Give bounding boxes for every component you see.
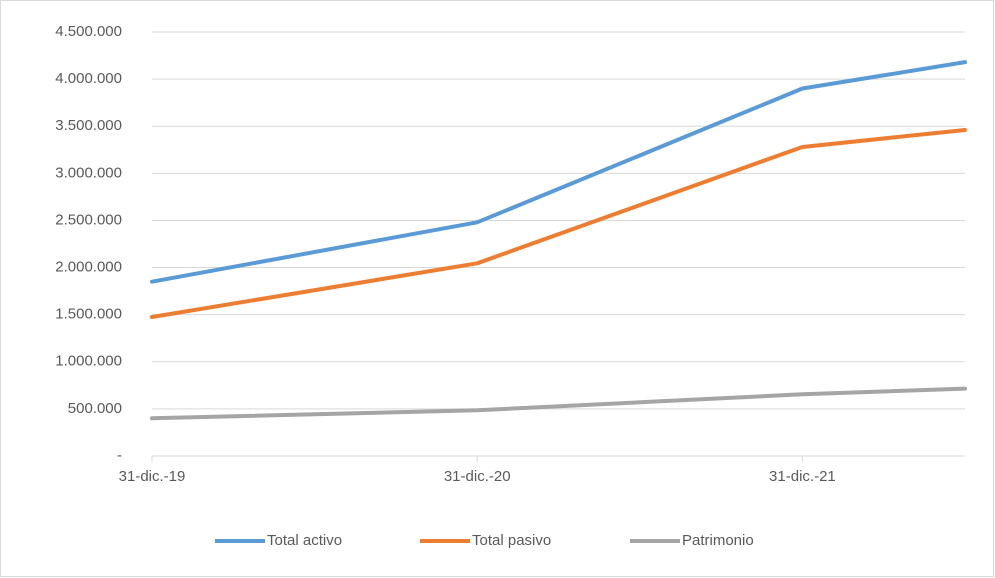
y-tick-label: 2.000.000 (55, 259, 122, 276)
legend-label: Total activo (267, 532, 342, 549)
x-tick-label: 31-dic.-21 (769, 468, 836, 485)
y-tick-label: 2.500.000 (55, 211, 122, 228)
x-tick-label: 31-dic.-19 (119, 468, 186, 485)
y-tick-label: 3.000.000 (55, 164, 122, 181)
line-series (150, 127, 967, 320)
legend-label: Patrimonio (682, 532, 754, 549)
x-tick-label: 31-dic.-20 (444, 468, 511, 485)
y-tick-label: 4.500.000 (55, 23, 122, 40)
y-tick-label: - (117, 447, 122, 464)
y-tick-label: 1.500.000 (55, 306, 122, 323)
y-tick-label: 1.000.000 (55, 353, 122, 370)
legend-label: Total pasivo (472, 532, 551, 549)
line-series (150, 386, 967, 421)
y-tick-label: 3.500.000 (55, 117, 122, 134)
y-tick-label: 4.000.000 (55, 70, 122, 87)
y-tick-label: 500.000 (68, 400, 122, 417)
line-series (150, 60, 967, 284)
